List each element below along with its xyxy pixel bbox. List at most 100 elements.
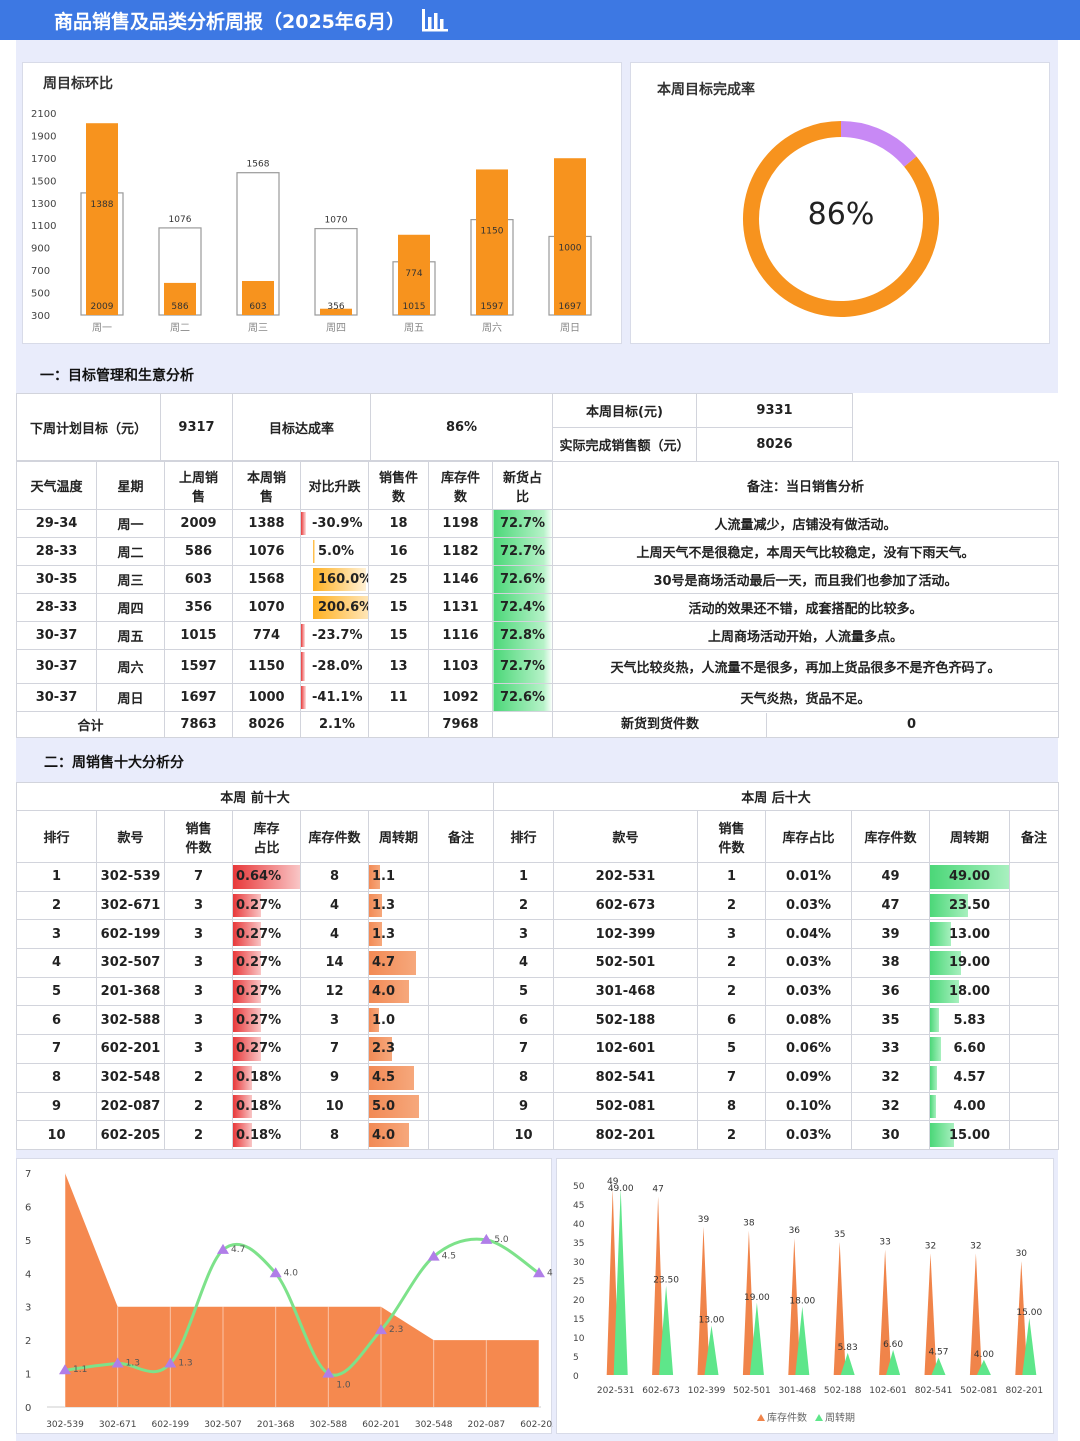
top10-col-6: 备注 — [427, 810, 495, 863]
top10-row: 8 302-548 2 0.18% 9 4.5 — [16, 1062, 495, 1093]
rank-cell: 8 — [16, 1062, 97, 1093]
day-cell: 周四 — [96, 593, 165, 622]
change-cell-value: 160.0% — [318, 572, 369, 587]
turn-cell-bar — [930, 979, 960, 1004]
turnover-peak — [976, 1359, 991, 1375]
top10-row: 5 201-368 3 0.27% 12 4.0 — [16, 976, 495, 1007]
last-cell: 1597 — [164, 649, 233, 684]
qty-cell: 5 — [697, 1034, 766, 1064]
turnover-peak — [704, 1325, 719, 1375]
qty-cell: 2 — [697, 976, 766, 1007]
stock-cell: 1103 — [428, 649, 493, 684]
sku-cell: 602-205 — [96, 1120, 165, 1150]
turn-cell: 6.60 — [929, 1034, 1010, 1064]
x-tick-label: 周一 — [92, 322, 112, 334]
turn-cell: 4.00 — [929, 1091, 1010, 1122]
bottom10-col-5: 周转期 — [929, 810, 1010, 863]
this-cell: 1000 — [232, 683, 301, 712]
rate-value: 86% — [370, 393, 553, 461]
turn-cell-value: 15.00 — [948, 1127, 991, 1143]
qty-cell: 18 — [368, 509, 429, 538]
remark-cell — [427, 948, 495, 978]
turn-cell-bar — [930, 865, 1009, 889]
stock-cell: 38 — [851, 948, 930, 978]
turn-cell-value: 5.0 — [372, 1098, 396, 1114]
sku-cell: 302-539 — [96, 862, 165, 892]
ratio-cell: 0.03% — [765, 1120, 852, 1150]
turn-cell-value: 1.3 — [372, 926, 396, 942]
y-tick-label: 1 — [25, 1370, 31, 1381]
remark-cell — [427, 1034, 495, 1064]
col-last: 上周销售 — [164, 461, 233, 510]
stock-cell: 35 — [851, 1005, 930, 1036]
bottom10-row: 5 301-468 2 0.03% 36 18.00 — [493, 976, 1060, 1007]
turnover-peak — [749, 1302, 764, 1375]
legend-stock-marker — [757, 1414, 765, 1421]
section1-title: 一：目标管理和生意分析 — [40, 368, 194, 384]
stock-peak — [652, 1196, 665, 1375]
legend-turnover-marker — [815, 1414, 823, 1421]
stock-area — [65, 1173, 539, 1407]
turnover-peak-label: 4.00 — [974, 1350, 994, 1360]
weekly-bar-chart: 300 500 700 900 1100 1300 1500 1700 1900 2100 2009… — [31, 109, 592, 334]
change-cell: 5.0% — [300, 537, 369, 566]
turn-cell-bar — [369, 979, 410, 1004]
turn-cell-value: 5.83 — [953, 1012, 986, 1028]
this-week-label: 1076 — [169, 215, 192, 225]
this-week-label: 1388 — [91, 200, 114, 210]
last-cell: 586 — [164, 537, 233, 566]
remark-cell — [1008, 1062, 1060, 1093]
bottom10-row: 2 602-673 2 0.03% 47 23.50 — [493, 890, 1060, 921]
remark-cell — [427, 862, 495, 892]
y-tick-label: 5 — [573, 1353, 579, 1363]
turn-cell-bar — [930, 951, 961, 975]
remark-cell — [427, 1120, 495, 1150]
this-cell: 1150 — [232, 649, 301, 684]
bottom10-col-6: 备注 — [1008, 810, 1060, 863]
x-tick-label: 802-541 — [915, 1386, 953, 1396]
target-block: 下周计划目标（元） 9317 目标达成率 86% 本周目标(元) 9331 实际… — [16, 393, 1058, 462]
stock-peak — [969, 1253, 982, 1375]
change-cell-bar — [313, 596, 368, 619]
remark-cell — [427, 1062, 495, 1093]
sku-cell: 802-541 — [553, 1062, 698, 1093]
turnover-point — [375, 1324, 387, 1335]
left-margin — [0, 40, 16, 1441]
stock-peak — [1015, 1261, 1028, 1375]
x-tick-label: 602-673 — [642, 1386, 680, 1396]
stock-cell: 1092 — [428, 683, 493, 712]
change-cell-value: -30.9% — [312, 516, 363, 531]
daily-row: 28-33 周二 586 1076 5.0% 16 1182 72.7% 上周天气不是很稳定，本… — [16, 537, 1059, 566]
y-tick-label: 2 — [25, 1336, 31, 1347]
remark-cell — [1008, 948, 1060, 978]
turn-cell: 1.3 — [368, 919, 429, 950]
y-tick-label: 1100 — [31, 221, 56, 232]
turn-cell: 19.00 — [929, 948, 1010, 978]
rank-cell: 5 — [16, 976, 97, 1007]
bottom10-col-0: 排行 — [493, 810, 554, 863]
section2-bar: 二：周销售十大分析分 — [16, 740, 1058, 782]
this-week-label: 1000 — [559, 243, 582, 253]
turnover-data-label: 1.3 — [178, 1359, 192, 1369]
turn-cell-value: 4.0 — [372, 984, 396, 1000]
turn-cell-value: 4.57 — [953, 1070, 986, 1086]
top10-row: 10 602-205 2 0.18% 8 4.0 — [16, 1120, 495, 1150]
rank-cell: 7 — [493, 1034, 554, 1064]
turnover-peak-label: 13.00 — [699, 1316, 725, 1326]
daily-row: 30-35 周三 603 1568 160.0% 25 1146 72.6% 30号是商场活动最… — [16, 565, 1059, 594]
temp-cell: 30-37 — [16, 621, 97, 650]
daily-row: 30-37 周五 1015 774 -23.7% 15 1116 72.8% 上周商场活动开始，… — [16, 621, 1059, 650]
rate-label: 目标达成率 — [232, 393, 371, 461]
turnover-point — [533, 1267, 545, 1278]
stock-cell: 1116 — [428, 621, 493, 650]
turn-cell: 1.3 — [368, 890, 429, 921]
daily-sales-table: 天气温度 星期 上周销售 本周销售 对比升跌 销售件数 库存件数 新货占比 备注… — [16, 461, 1059, 738]
turn-cell-bar — [369, 951, 417, 975]
ratio-cell-value: 0.18% — [236, 1098, 282, 1114]
x-tick-label: 202-531 — [597, 1386, 635, 1396]
y-tick-label: 4 — [25, 1269, 31, 1280]
turnover-data-label: 1.1 — [73, 1365, 87, 1375]
turn-cell-bar — [930, 1094, 937, 1119]
stock-cell: 47 — [851, 890, 930, 921]
stock-peak — [788, 1238, 801, 1375]
